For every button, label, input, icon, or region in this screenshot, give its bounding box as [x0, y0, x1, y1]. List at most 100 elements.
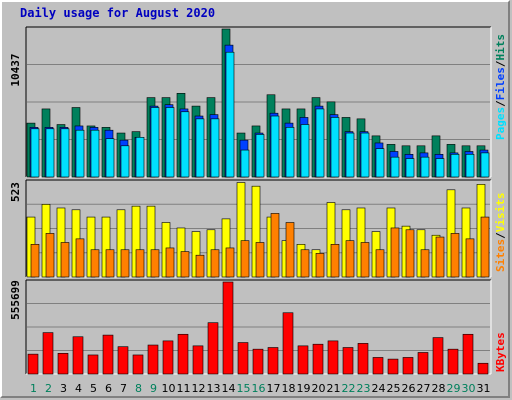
- day-tick-label: 12: [192, 382, 206, 395]
- pages-bar: [420, 156, 430, 178]
- pages-bar: [45, 128, 55, 178]
- pages-bar: [390, 156, 400, 178]
- kbytes-bar: [207, 322, 219, 375]
- kbytes-bar: [387, 358, 399, 375]
- sites-bar: [150, 249, 160, 278]
- legend-sites-label: Sites: [494, 239, 507, 272]
- day-tick-label: 19: [297, 382, 311, 395]
- legend-visits-label: Visits: [494, 193, 507, 233]
- kbytes-axis-max-label: 555699: [9, 280, 22, 320]
- sites-bar: [420, 249, 430, 278]
- sites-bar: [75, 238, 85, 278]
- pages-bar: [75, 129, 85, 178]
- day-tick-label: 28: [432, 382, 446, 395]
- legend-sep-label: /: [494, 100, 507, 107]
- kbytes-bar: [147, 344, 159, 375]
- day-tick-label: 14: [222, 382, 236, 395]
- kbytes-bar: [402, 357, 414, 375]
- day-tick-label: 26: [402, 382, 416, 395]
- day-tick-label: 8: [135, 382, 142, 395]
- pages-bar: [195, 118, 205, 178]
- sites-bar: [210, 249, 220, 278]
- pages-bar: [285, 127, 295, 178]
- day-tick-label: 9: [150, 382, 157, 395]
- kbytes-bar: [42, 332, 54, 375]
- legend-sep-label: /: [494, 232, 507, 239]
- day-tick-label: 3: [60, 382, 67, 395]
- pages-bar: [330, 117, 340, 178]
- legend-files-label: Files: [494, 67, 507, 100]
- pages-bar: [180, 111, 190, 178]
- day-tick-label: 20: [312, 382, 326, 395]
- sites-bar: [135, 249, 145, 278]
- kbytes-bar: [222, 281, 234, 375]
- day-tick-label: 22: [342, 382, 356, 395]
- pages-bar: [375, 148, 385, 178]
- day-tick-label: 6: [105, 382, 112, 395]
- sites-bar: [165, 247, 175, 278]
- sites-bar: [30, 244, 40, 278]
- day-tick-label: 17: [267, 382, 281, 395]
- day-tick-label: 27: [417, 382, 431, 395]
- kbytes-bar: [417, 352, 429, 375]
- pages-bar: [435, 158, 445, 178]
- kbytes-bar: [462, 333, 474, 375]
- pages-bar: [90, 129, 100, 178]
- sites-bar: [195, 254, 205, 278]
- sites-bar: [300, 249, 310, 278]
- kbytes-bar: [177, 333, 189, 375]
- day-tick-label: 13: [207, 382, 221, 395]
- day-tick-label: 24: [372, 382, 386, 395]
- kbytes-bar: [432, 337, 444, 375]
- day-tick-label: 30: [462, 382, 476, 395]
- pages-bar: [30, 128, 40, 178]
- kbytes-bar: [72, 336, 84, 375]
- sites-bar: [240, 240, 250, 278]
- pages-bar: [315, 108, 325, 178]
- sites-bar: [270, 213, 280, 278]
- sites-bar: [315, 253, 325, 278]
- pages-bar: [405, 158, 415, 178]
- pages-bar: [465, 154, 475, 178]
- day-tick-label: 7: [120, 382, 127, 395]
- kbytes-bar: [237, 342, 249, 375]
- kbytes-bar: [477, 362, 489, 375]
- kbytes-bar: [132, 354, 144, 375]
- pages-bar: [360, 132, 370, 178]
- day-tick-label: 10: [162, 382, 176, 395]
- day-tick-label: 11: [177, 382, 191, 395]
- sites-bar: [360, 242, 370, 278]
- day-tick-label: 2: [45, 382, 52, 395]
- day-tick-label: 23: [357, 382, 371, 395]
- top-panel-legend: Pages/Files/Hits: [494, 34, 507, 140]
- sites-bar: [180, 251, 190, 278]
- kbytes-bar: [267, 347, 279, 375]
- day-tick-label: 4: [75, 382, 82, 395]
- hits-axis-max-label: 10437: [9, 53, 22, 86]
- pages-bar: [120, 145, 130, 178]
- day-tick-label: 1: [30, 382, 37, 395]
- sites-bar: [90, 249, 100, 278]
- sites-bar: [285, 222, 295, 278]
- pages-bar: [300, 124, 310, 178]
- day-tick-label: 29: [447, 382, 461, 395]
- kbytes-bar: [57, 353, 69, 375]
- kbytes-bar: [372, 357, 384, 375]
- day-tick-label: 15: [237, 382, 251, 395]
- kbytes-bar: [27, 353, 39, 375]
- legend-pages-label: Pages: [494, 107, 507, 140]
- day-tick-label: 21: [327, 382, 341, 395]
- kbytes-bar: [312, 343, 324, 375]
- legend-kbytes-label: KBytes: [494, 332, 507, 372]
- sites-bar: [435, 236, 445, 278]
- pages-bar: [345, 132, 355, 178]
- kbytes-bar: [447, 348, 459, 375]
- kbytes-bar: [297, 345, 309, 375]
- pages-bar: [60, 128, 70, 178]
- chart-title: Daily usage for August 2020: [20, 6, 216, 20]
- kbytes-bar: [282, 312, 294, 375]
- pages-bar: [210, 118, 220, 178]
- pages-bar: [270, 115, 280, 178]
